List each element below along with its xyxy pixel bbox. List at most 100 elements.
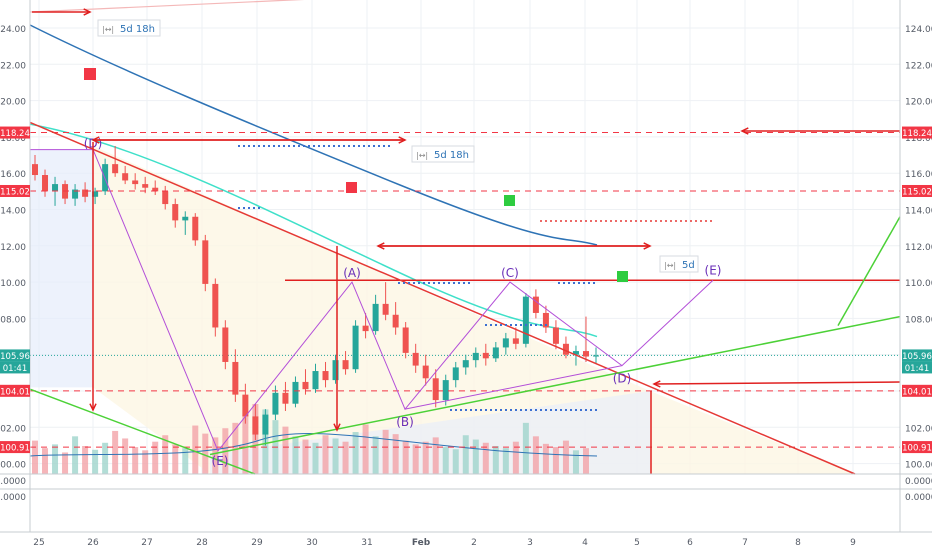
wave-label: (D) bbox=[613, 372, 632, 386]
arrow-down-mid-head bbox=[333, 423, 341, 432]
osc-tick-right: 0.0000 bbox=[905, 493, 932, 503]
wave-label: (E) bbox=[212, 454, 229, 468]
candle-body bbox=[422, 365, 429, 379]
volume-bar bbox=[542, 443, 549, 474]
y-tick-left: 114.00 bbox=[0, 207, 26, 217]
candle-body bbox=[172, 204, 179, 221]
volume-bar bbox=[232, 422, 239, 474]
price-badge-label: 118.24 bbox=[0, 129, 30, 139]
volume-bar bbox=[562, 440, 569, 474]
volume-bar bbox=[312, 442, 319, 474]
volume-bar bbox=[102, 442, 109, 474]
buy-marker bbox=[617, 271, 628, 282]
candle-body bbox=[262, 414, 269, 435]
candle-body bbox=[512, 338, 519, 344]
price-badge-label: 104.01 bbox=[902, 387, 932, 397]
volume-bar bbox=[82, 446, 89, 474]
price-badge bbox=[902, 441, 932, 454]
volume-bar bbox=[112, 430, 119, 474]
x-tick: 7 bbox=[742, 538, 748, 548]
candle-body bbox=[552, 327, 559, 344]
candle-body bbox=[32, 164, 38, 176]
lower-left-green bbox=[29, 388, 256, 475]
volume-bar bbox=[162, 435, 169, 474]
wave-label: (B) bbox=[396, 415, 414, 429]
candle-body bbox=[492, 347, 499, 359]
y-tick-left: 120.00 bbox=[0, 98, 26, 108]
x-tick: 5 bbox=[634, 538, 640, 548]
volume-bar bbox=[492, 446, 499, 474]
y-tick-left: 112.00 bbox=[0, 243, 26, 253]
ruler-icon: |↔| bbox=[664, 261, 676, 270]
price-badge-label: 115.02 bbox=[902, 187, 932, 197]
x-tick: 2 bbox=[471, 538, 477, 548]
volume-bar bbox=[142, 450, 149, 474]
y-tick-right: 114.00 bbox=[905, 207, 932, 217]
y-tick-right: 100.00 bbox=[905, 461, 932, 471]
y-tick-right: 118.00 bbox=[905, 134, 932, 144]
volume-bar bbox=[342, 441, 349, 474]
volume-bar bbox=[192, 425, 199, 474]
volume-bar bbox=[482, 442, 489, 474]
price-badge bbox=[0, 361, 30, 374]
y-tick-right: 124.00 bbox=[905, 25, 932, 35]
wave-label: (C) bbox=[501, 266, 519, 280]
y-tick-left: 100.00 bbox=[0, 461, 26, 471]
candle-body bbox=[402, 327, 409, 353]
volume-bar bbox=[62, 452, 69, 474]
volume-bar bbox=[552, 447, 559, 474]
candlesticks bbox=[32, 145, 599, 446]
time-label-box bbox=[411, 145, 475, 163]
y-tick-right: 108.00 bbox=[905, 315, 932, 325]
volume-bar bbox=[572, 450, 579, 474]
candle-body bbox=[482, 352, 489, 359]
candle-body bbox=[432, 378, 439, 401]
x-tick: 29 bbox=[251, 538, 263, 548]
volume-bar bbox=[322, 435, 329, 474]
price-badge bbox=[902, 349, 932, 362]
time-label: 5d 18h bbox=[120, 24, 155, 35]
candle-body bbox=[462, 360, 469, 368]
candle-body bbox=[272, 392, 279, 415]
volume-bar bbox=[372, 436, 379, 474]
trend-line-top bbox=[29, 0, 305, 13]
candle-body bbox=[292, 381, 299, 404]
candle-body bbox=[392, 314, 399, 328]
volume-bar bbox=[352, 432, 359, 474]
upper-trendline bbox=[29, 121, 856, 475]
ruler-icon: |↔| bbox=[416, 151, 428, 160]
volume-bar bbox=[172, 444, 179, 474]
volume-bar bbox=[152, 441, 159, 474]
candle-body bbox=[282, 392, 289, 404]
candle-body bbox=[142, 184, 149, 188]
volume-bar bbox=[302, 439, 309, 474]
candle-body bbox=[232, 361, 239, 395]
y-tick-right: 112.00 bbox=[905, 243, 932, 253]
y-tick-left: 108.00 bbox=[0, 315, 26, 325]
candle-body bbox=[522, 296, 529, 344]
candle-body bbox=[562, 343, 569, 355]
price-badge bbox=[0, 126, 30, 139]
x-tick: 25 bbox=[33, 538, 44, 548]
candle-body bbox=[52, 184, 59, 192]
price-badge-label: 01:41 bbox=[905, 364, 930, 374]
wave-b-d bbox=[404, 365, 623, 410]
y-tick-right: 110.00 bbox=[905, 279, 932, 289]
y-tick-left: 110.00 bbox=[0, 279, 26, 289]
volume-bar bbox=[532, 436, 539, 474]
x-tick: 8 bbox=[795, 538, 801, 548]
price-badges: 118.24 118.24 115.02 115.02 105.96 105.96 01:4… bbox=[0, 126, 932, 454]
candle-body bbox=[182, 216, 189, 221]
y-tick-right: 102.00 bbox=[905, 424, 932, 434]
osc-tick-right: 0.0000 bbox=[905, 477, 932, 487]
wave-label: (E) bbox=[705, 263, 722, 277]
price-badge-label: 104.01 bbox=[0, 387, 30, 397]
drawing-tools: (D)(A) (C) (E)(B)(D)(E)5d 18h|↔|5d 18h|↔|5… bbox=[29, 8, 901, 475]
x-tick: 3 bbox=[527, 538, 533, 548]
arrow-top-head bbox=[83, 8, 92, 16]
arrow-target-head bbox=[652, 380, 661, 388]
candle-body bbox=[202, 240, 209, 284]
x-tick: 9 bbox=[850, 538, 856, 548]
candle-body bbox=[382, 303, 389, 315]
